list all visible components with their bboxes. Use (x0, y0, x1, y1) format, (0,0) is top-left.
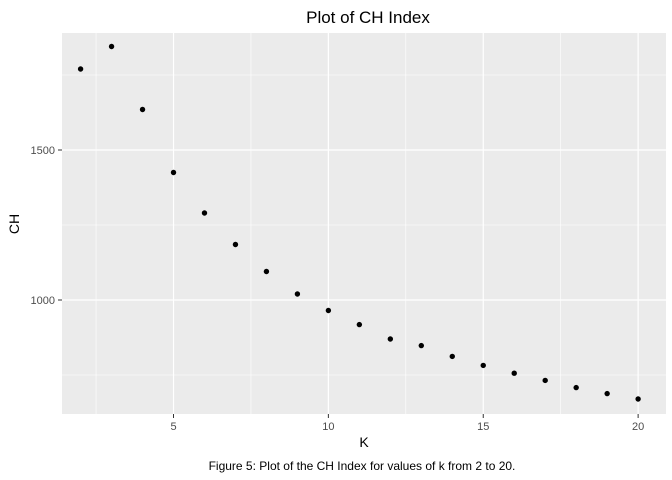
x-tick-label: 5 (170, 421, 176, 433)
data-point (573, 384, 579, 391)
data-point (542, 377, 548, 384)
data-point (635, 396, 641, 402)
y-tick-label: 1000 (31, 295, 55, 307)
data-point (356, 321, 363, 328)
data-points (77, 43, 641, 402)
data-point (387, 336, 394, 342)
data-point (449, 353, 455, 360)
data-point (263, 268, 270, 275)
x-tick-label: 20 (632, 421, 644, 433)
data-point (294, 291, 301, 297)
x-tick-label: 15 (477, 421, 489, 433)
plot-panel (62, 33, 666, 414)
data-point (511, 370, 517, 376)
data-point (108, 43, 115, 50)
axis-ticks: 5 10 15 20 1000 1500 (31, 145, 645, 433)
data-point (201, 210, 208, 216)
data-point (604, 390, 610, 397)
chart-title: Plot of CH Index (306, 8, 430, 27)
x-tick-label: 10 (322, 421, 334, 433)
x-axis-title: K (359, 434, 369, 450)
data-point (480, 362, 486, 369)
figure-caption: Figure 5: Plot of the CH Index for value… (209, 459, 516, 473)
y-axis-title: CH (6, 214, 22, 234)
data-point (77, 66, 84, 72)
data-point (232, 241, 239, 248)
grid-lines (62, 33, 666, 414)
data-point (418, 342, 425, 349)
y-tick-label: 1500 (31, 145, 55, 157)
data-point (139, 106, 146, 113)
data-point (325, 307, 332, 314)
data-point (170, 169, 177, 176)
